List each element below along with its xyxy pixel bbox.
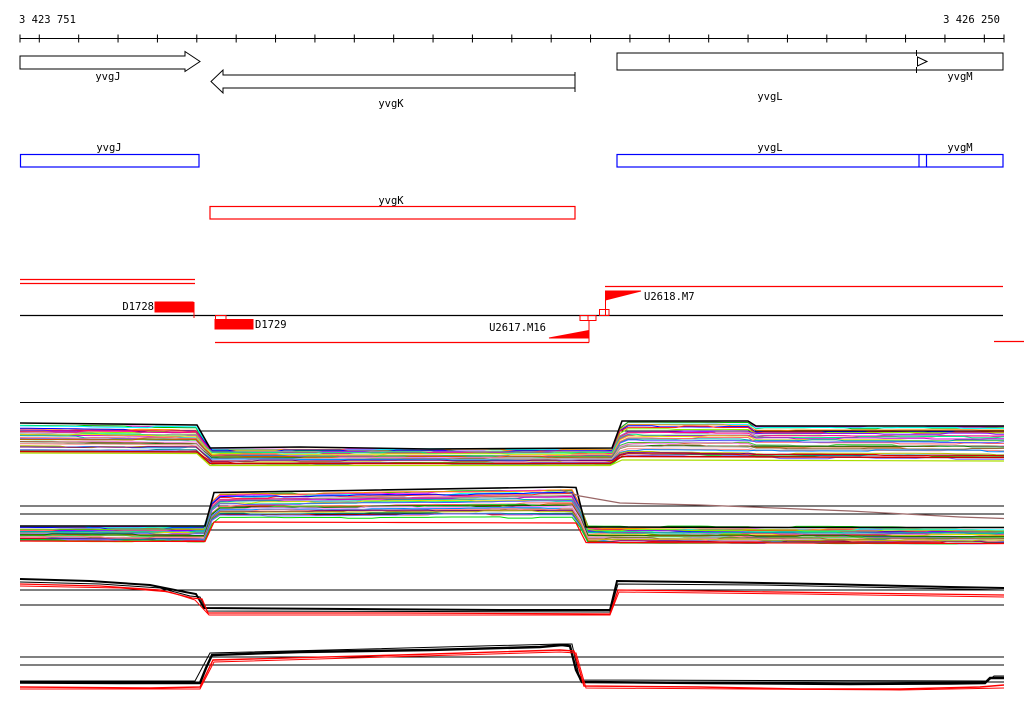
profiles-plus-strand-controls-line	[19, 581, 1005, 613]
gene-arrow-yvgK[interactable]	[210, 68, 576, 95]
probe-label-U2618-M7: U2618.M7	[644, 291, 695, 303]
gene-box-yvgK[interactable]	[209, 205, 576, 220]
profiles-minus-strand-conditions-condition-line	[19, 504, 1004, 538]
profiles-minus-strand-conditions-line	[559, 489, 1005, 520]
probe-bar-D1728[interactable]	[154, 301, 194, 313]
profiles-minus-strand-controls-line	[20, 643, 1004, 682]
profiles-plus-strand-controls-line	[19, 583, 1005, 615]
profiles-minus-strand-conditions-line	[20, 486, 1004, 529]
gene-box-yvgL-yvgM[interactable]	[616, 153, 1004, 168]
probe-open-box	[579, 315, 589, 321]
gene-arrow-yvgJ[interactable]	[19, 50, 201, 73]
probe-open-box	[599, 309, 610, 316]
gene-arrow-yvgL-yvgM[interactable]	[616, 52, 1004, 71]
profiles-plus-strand-conditions-condition-line	[19, 423, 1004, 451]
probe-open-box	[587, 315, 597, 321]
probe-label-D1728: D1728	[122, 301, 154, 313]
gene-arrowhead-yvgL	[917, 56, 929, 67]
shapes-layer	[19, 34, 1024, 691]
profiles-plus-strand-conditions-condition-line	[20, 446, 1004, 461]
probe-label-U2617-M16: U2617.M16	[489, 322, 546, 334]
gene-arrow-label-yvgK: yvgK	[378, 98, 404, 110]
gene-box-label-yvgM: yvgM	[947, 142, 972, 154]
gene-box-yvgJ[interactable]	[19, 153, 200, 168]
region-start-coordinate: 3 423 751	[19, 14, 76, 26]
profiles-plus-strand-conditions-line	[19, 420, 1004, 450]
gene-box-label-yvgJ: yvgJ	[96, 142, 121, 154]
profiles-plus-strand-conditions-line	[19, 452, 1005, 467]
gene-box-label-yvgK: yvgK	[378, 195, 404, 207]
profiles-plus-strand-conditions-condition-line	[19, 438, 1005, 458]
probe-wedge-U2618[interactable]	[605, 290, 642, 301]
profiles-plus-strand-controls-line	[19, 585, 1005, 616]
gene-arrow-label-yvgJ: yvgJ	[95, 71, 120, 83]
profiles-minus-strand-conditions-condition-line	[20, 498, 1005, 535]
profiles-minus-strand-controls-line	[19, 649, 1005, 690]
probe-bar-D1729[interactable]	[214, 319, 254, 330]
profiles-plus-strand-controls-line	[19, 578, 1005, 611]
profiles-minus-strand-conditions-condition-line	[19, 508, 1005, 540]
profiles-minus-strand-controls-line	[19, 643, 1004, 686]
gene-arrow-label-yvgM: yvgM	[947, 71, 972, 83]
profiles-minus-strand-conditions-line	[19, 521, 1005, 545]
gene-box-label-yvgL: yvgL	[757, 142, 782, 154]
profiles-minus-strand-controls-line	[20, 651, 1005, 691]
probe-label-D1729: D1729	[255, 319, 287, 331]
gene-arrow-label-yvgL: yvgL	[757, 91, 782, 103]
profiles-plus-strand-conditions-line	[19, 450, 1005, 465]
profiles-plus-strand-conditions-condition-line	[19, 438, 1004, 458]
probe-wedge-U2617[interactable]	[548, 329, 590, 339]
probe-open-box	[215, 315, 227, 321]
labels-layer: 3 423 751 3 426 250 yvgJ yvgK yvgL yvgM …	[19, 14, 1000, 334]
region-end-coordinate: 3 426 250	[943, 14, 1000, 26]
